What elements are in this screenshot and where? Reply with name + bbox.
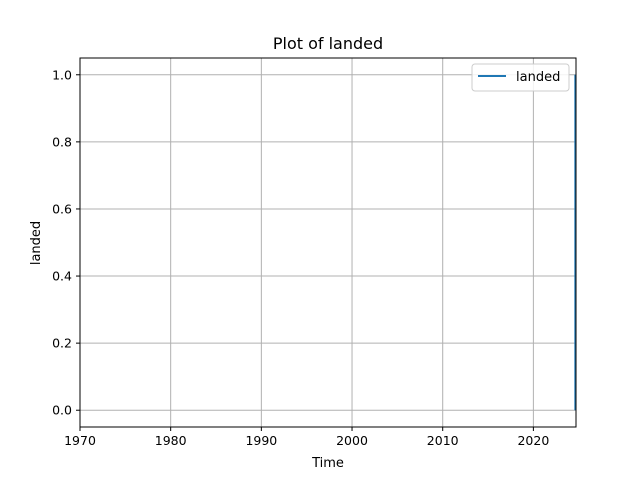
y-axis-label: landed [29,221,44,265]
x-tick-label: 2000 [336,433,368,448]
legend: landed [471,63,570,92]
x-axis-label: Time [311,456,344,471]
x-tick-label: 2010 [427,433,459,448]
plot-area-frame [79,57,577,428]
legend-box [471,63,570,92]
y-tick-label: 1.0 [52,67,72,82]
y-tick-label: 0.0 [52,403,72,418]
x-tick-label: 1970 [64,433,96,448]
legend-label-landed: landed [516,70,560,85]
y-tick-label: 0.6 [52,201,72,216]
y-tick-label: 0.2 [52,336,72,351]
grid [79,58,576,427]
tick-layer: 1970 1980 1990 2000 2010 2020 0.0 0.2 0.4 0.6 0.8 1… [52,67,549,448]
x-tick-label: 2020 [517,433,549,448]
y-tick-label: 0.8 [52,134,72,149]
chart-title: Plot of landed [273,34,383,53]
x-tick-label: 1980 [155,433,187,448]
y-tick-label: 0.4 [52,269,72,284]
x-tick-label: 1990 [245,433,277,448]
